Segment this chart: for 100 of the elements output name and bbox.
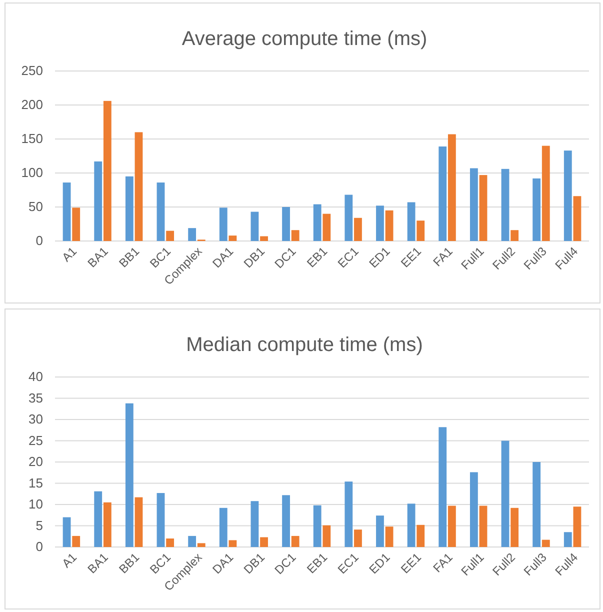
bar — [250, 212, 259, 241]
bar — [564, 532, 572, 547]
x-tick-label: BB1 — [116, 244, 142, 270]
x-tick-label: FA1 — [430, 550, 456, 576]
y-tick-label: 40 — [28, 369, 43, 384]
bar — [291, 230, 300, 241]
x-tick-label: ED1 — [366, 550, 393, 577]
bar — [501, 168, 510, 241]
bar — [376, 206, 384, 241]
y-tick-label: 50 — [28, 199, 43, 214]
y-tick-label: 250 — [21, 63, 43, 78]
bar — [416, 524, 425, 547]
bar — [354, 218, 362, 241]
bar — [573, 506, 582, 547]
bar — [250, 501, 259, 547]
bar — [510, 230, 519, 241]
bar — [282, 207, 290, 241]
x-tick-label: ED1 — [366, 244, 393, 271]
x-tick-label: EB1 — [304, 244, 330, 270]
x-tick-label: EE1 — [398, 244, 424, 270]
bar — [260, 236, 268, 241]
y-tick-label: 10 — [28, 496, 43, 512]
bar — [542, 146, 550, 241]
x-tick-label: DB1 — [241, 244, 268, 271]
bar — [313, 505, 322, 547]
bar — [228, 236, 237, 241]
bar — [94, 491, 102, 547]
bar — [322, 214, 331, 241]
x-tick-label: EE1 — [398, 550, 424, 576]
bar — [479, 175, 488, 241]
bar — [438, 427, 447, 547]
bar — [219, 508, 228, 547]
x-tick-label: A1 — [59, 244, 80, 265]
bar — [501, 440, 510, 547]
bar — [470, 168, 478, 241]
x-tick-label: DA1 — [210, 244, 236, 271]
x-tick-label: A1 — [59, 550, 80, 571]
y-tick-label: 100 — [21, 165, 43, 180]
bar — [125, 176, 134, 241]
bar — [72, 536, 80, 547]
bar — [448, 506, 456, 547]
y-tick-label: 0 — [36, 233, 43, 248]
y-tick-label: 35 — [28, 390, 43, 406]
bar — [103, 502, 112, 547]
bar — [470, 472, 478, 547]
y-tick-label: 30 — [28, 412, 43, 427]
x-tick-label: BA1 — [84, 550, 112, 576]
bar — [62, 182, 71, 241]
x-tick-label: DB1 — [241, 550, 268, 577]
bar — [94, 161, 102, 241]
bar — [72, 208, 80, 241]
bar — [532, 462, 541, 547]
bar — [532, 178, 541, 241]
bar — [438, 146, 447, 241]
x-tick-label: EB1 — [304, 550, 330, 576]
bar — [313, 204, 322, 241]
bar — [564, 150, 572, 241]
bar — [407, 202, 416, 241]
bar — [228, 540, 237, 547]
y-tick-label: 5 — [36, 518, 43, 533]
bar — [542, 540, 550, 547]
bar — [282, 495, 290, 547]
bar — [385, 210, 394, 241]
bar — [103, 100, 112, 241]
bar — [510, 508, 519, 547]
bar — [188, 536, 196, 547]
bar — [156, 493, 165, 547]
bar — [62, 517, 71, 547]
x-tick-label: BB1 — [116, 550, 142, 576]
y-tick-label: 25 — [28, 432, 43, 448]
bar — [219, 208, 228, 241]
y-tick-label: 0 — [36, 539, 43, 554]
bar — [291, 536, 300, 547]
x-tick-label: DA1 — [210, 550, 236, 577]
bar — [322, 525, 331, 547]
bar — [354, 530, 362, 547]
bar — [156, 182, 165, 241]
x-tick-label: EC1 — [334, 244, 362, 271]
chart-title: Median compute time (ms) — [186, 334, 423, 356]
x-tick-label: FA1 — [430, 244, 456, 270]
bar — [376, 516, 384, 547]
bar — [134, 132, 143, 241]
bar — [385, 526, 394, 547]
bar — [407, 504, 416, 547]
y-tick-label: 20 — [28, 454, 43, 470]
bar — [344, 482, 353, 547]
x-tick-label: BA1 — [84, 244, 112, 270]
bar — [260, 537, 268, 547]
bar — [479, 506, 488, 547]
y-tick-label: 150 — [21, 131, 43, 146]
y-tick-label: 200 — [21, 97, 43, 112]
bar — [125, 403, 134, 547]
y-tick-label: 15 — [28, 475, 43, 490]
x-tick-label: EC1 — [334, 550, 362, 577]
bar — [188, 228, 196, 241]
bar — [344, 194, 353, 241]
bar — [197, 543, 206, 547]
bar — [416, 220, 425, 241]
bar — [134, 497, 143, 547]
bar — [166, 538, 174, 547]
